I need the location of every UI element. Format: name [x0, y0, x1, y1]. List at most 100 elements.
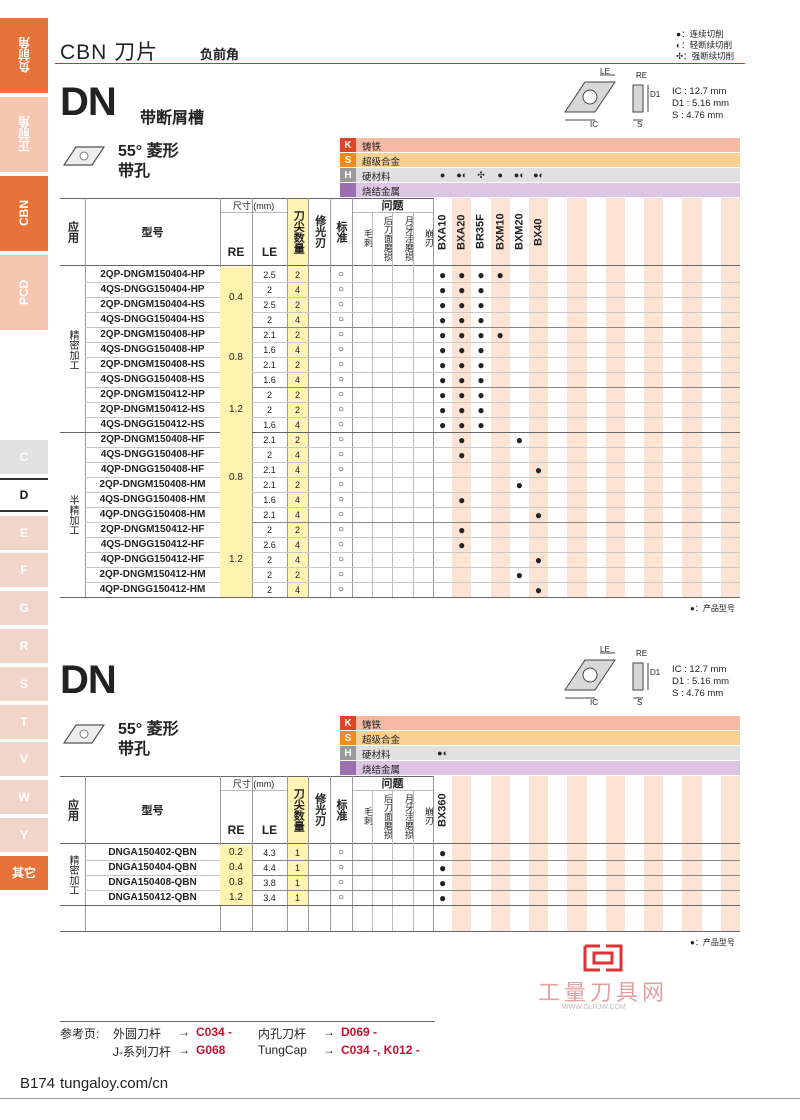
le: 2 [266, 569, 272, 580]
grade-mark: ● [438, 387, 447, 402]
model: DNGA150402-QBN [108, 847, 197, 858]
model: DNGA150412-QBN [108, 892, 197, 903]
ref-title: 参考页: [60, 1027, 100, 1041]
grade-mark: ● [477, 267, 485, 282]
le: 1.6 [263, 419, 276, 430]
th-problems: 问题 [381, 200, 404, 212]
v-rule [433, 198, 434, 597]
model: 4QS-DNGG150408-HP [100, 344, 205, 355]
count: 1 [294, 877, 300, 888]
v-rule [287, 198, 288, 597]
grade-name: BXM10 [494, 213, 507, 251]
count: 4 [294, 584, 300, 595]
material-mark: ● [497, 170, 503, 180]
standard: ○ [337, 539, 345, 550]
standard: ○ [337, 419, 345, 430]
count: 1 [294, 862, 300, 873]
ref-label: 外圆刀杆 [113, 1027, 162, 1041]
section-subtitle: 带断屑槽 [140, 110, 205, 127]
material-code: S [340, 153, 356, 167]
model: 2QP-DNGM150412-HP [100, 389, 205, 400]
v-rule [308, 198, 309, 597]
material-row [356, 716, 740, 730]
th-problem: 后刀面磨损 [383, 215, 393, 261]
dimension: D1 : 5.16 mm [672, 676, 730, 687]
h-rule [220, 890, 740, 891]
le: 2.1 [263, 479, 276, 490]
le: 2.1 [263, 329, 276, 340]
count: 4 [294, 554, 300, 565]
th-wiper: 修光刃 [313, 215, 326, 248]
application: 精密加工 [67, 855, 78, 895]
standard: ○ [337, 329, 345, 340]
th-count: 刀尖数量 [287, 776, 308, 843]
model: 4QS-DNGG150408-HF [100, 449, 205, 460]
side-tab: D [0, 477, 48, 512]
count: 2 [294, 299, 300, 310]
le: 2.1 [263, 464, 276, 475]
ref-page: D069 - [341, 1025, 378, 1039]
count: 1 [294, 892, 300, 903]
h-rule [60, 776, 433, 777]
shape-icon [58, 143, 108, 169]
dimension: S : 4.76 mm [672, 110, 724, 121]
v-rule [330, 776, 331, 931]
grade-mark: ● [458, 402, 466, 417]
le: 2 [266, 449, 272, 460]
le: 2 [266, 389, 272, 400]
material-code: H [340, 746, 356, 760]
le: 2.1 [263, 434, 276, 445]
shape-label: 55° 菱形 [118, 721, 179, 738]
grade-mark: ● [477, 387, 485, 402]
v-rule [352, 776, 353, 931]
re: 1.2 [220, 387, 252, 432]
grade-stripe [682, 776, 702, 931]
grade-mark: ● [458, 537, 466, 552]
grade-mark: ● [438, 342, 447, 357]
le: 2.1 [263, 509, 276, 520]
standard: ○ [337, 314, 345, 325]
side-tab: T [0, 704, 48, 739]
grade-stripe [644, 776, 664, 931]
v-rule [85, 198, 86, 597]
standard: ○ [337, 479, 345, 490]
application: 半精加工 [67, 494, 78, 535]
material-name: 超级合金 [362, 157, 401, 168]
shape-icon [58, 721, 108, 747]
material-code: H [340, 168, 356, 182]
standard: ○ [337, 299, 345, 310]
diagram-label: LE [600, 645, 610, 654]
grade-mark: ● [438, 267, 447, 282]
le: 2 [266, 584, 272, 595]
h-rule [220, 790, 287, 791]
standard: ○ [337, 862, 345, 873]
count: 2 [294, 479, 300, 490]
ref-arrow: → [178, 1025, 190, 1039]
material-row [356, 153, 740, 167]
insert-diagram [560, 648, 660, 708]
side-tab: R [0, 629, 48, 663]
grade-mark: ● [477, 372, 485, 387]
material-code: K [340, 716, 356, 730]
insert-diagram [560, 70, 660, 130]
th-problem: 崩刃 [424, 807, 434, 825]
diagram-label: IC [590, 698, 598, 707]
h-rule [60, 1021, 435, 1022]
legend-item: ●：连续切削 [676, 29, 724, 39]
side-tab: F [0, 553, 48, 588]
grade-mark: ● [515, 477, 523, 492]
material-name: 硬材料 [362, 750, 391, 761]
application: 精密加工 [67, 329, 78, 370]
count: 4 [294, 284, 300, 295]
h-rule [220, 387, 740, 388]
v-rule [287, 776, 288, 931]
standard: ○ [337, 404, 345, 415]
grade-mark: ● [477, 342, 485, 357]
grade-name: BX40 [532, 218, 545, 246]
ref-page: C034 -, K012 - [341, 1043, 420, 1057]
model: 2QP-DNGM150412-HF [100, 524, 205, 535]
standard: ○ [337, 284, 345, 295]
re: 1.2 [220, 890, 252, 905]
grade-name: BXA20 [455, 214, 468, 250]
